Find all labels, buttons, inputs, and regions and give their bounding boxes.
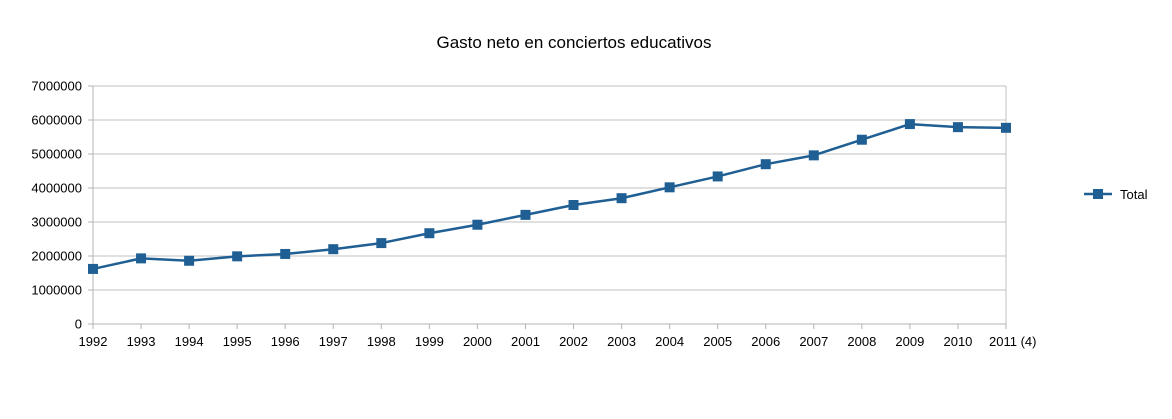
data-point-marker — [1001, 122, 1011, 133]
x-tick-label: 2001 — [511, 334, 540, 349]
x-tick-label: 2008 — [847, 334, 876, 349]
data-point-marker — [568, 200, 579, 210]
data-point-marker — [328, 244, 339, 255]
data-point-marker — [472, 219, 483, 230]
data-point-marker — [952, 122, 963, 133]
data-point-marker — [808, 150, 819, 161]
x-tick-label: 1995 — [223, 334, 252, 349]
data-point-marker — [88, 263, 98, 274]
legend-marker-swatch — [1093, 189, 1103, 199]
x-tick-label: 2010 — [943, 334, 972, 349]
y-tick-label: 6000000 — [31, 113, 82, 128]
data-point-marker — [376, 238, 387, 249]
legend-label-total: Total — [1120, 187, 1148, 202]
y-tick-label: 5000000 — [31, 147, 82, 162]
y-tick-label: 2000000 — [31, 249, 82, 264]
y-axis-tick-labels: 0 1000000 2000000 3000000 4000000 5000000 6000… — [31, 79, 82, 332]
data-point-marker — [712, 171, 723, 182]
data-point-marker — [616, 193, 627, 204]
x-tick-label: 2004 — [655, 334, 684, 349]
data-point-marker — [184, 255, 195, 266]
x-tick-label: 2007 — [799, 334, 828, 349]
series-total — [88, 119, 1011, 274]
axes — [88, 85, 1007, 329]
gridlines — [93, 85, 1007, 324]
data-point-marker — [760, 159, 771, 170]
data-point-marker — [136, 253, 147, 264]
x-tick-label: 2002 — [559, 334, 588, 349]
y-tick-label: 3000000 — [31, 215, 82, 230]
x-tick-label: 2009 — [895, 334, 924, 349]
data-point-marker — [664, 182, 675, 193]
series-line — [92, 122, 1007, 271]
data-point-marker — [232, 251, 243, 262]
x-tick-label: 1997 — [319, 334, 348, 349]
x-tick-label: 1994 — [175, 334, 204, 349]
x-tick-label: 2000 — [463, 334, 492, 349]
x-tick-label: 1998 — [367, 334, 396, 349]
data-point-marker — [520, 209, 531, 220]
x-tick-label: 1993 — [127, 334, 156, 349]
data-point-marker — [856, 134, 867, 145]
data-point-marker — [424, 228, 435, 239]
x-tick-label: 2005 — [703, 334, 732, 349]
x-tick-label: 2003 — [607, 334, 636, 349]
x-axis-tick-labels: 1992 1993 1994 1995 1996 1997 1998 1999 2000 2001… — [79, 334, 1037, 349]
x-tick-label: 2011 (4) — [989, 334, 1036, 349]
x-tick-label: 1999 — [415, 334, 444, 349]
data-point-marker — [280, 248, 291, 259]
data-point-marker — [904, 119, 915, 130]
y-tick-label: 0 — [75, 317, 82, 332]
chart-title: Gasto neto en conciertos educativos — [437, 33, 712, 52]
y-tick-label: 4000000 — [31, 181, 82, 196]
y-tick-label: 7000000 — [31, 79, 82, 94]
x-tick-label: 2006 — [751, 334, 780, 349]
x-tick-label: 1992 — [79, 334, 108, 349]
x-tick-label: 1996 — [271, 334, 300, 349]
legend: Total — [1084, 187, 1148, 202]
y-tick-label: 1000000 — [31, 283, 82, 298]
